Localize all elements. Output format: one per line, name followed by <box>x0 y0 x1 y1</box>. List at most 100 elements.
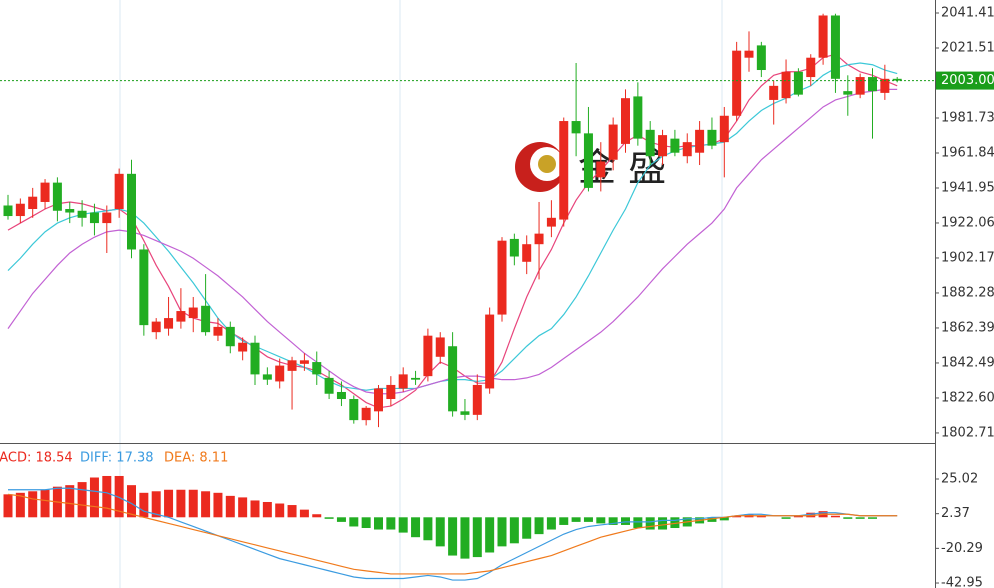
candle-body <box>559 121 569 220</box>
macd-bar <box>15 492 25 518</box>
macd-bar <box>719 517 729 521</box>
candle-body <box>361 407 371 421</box>
legend-item: DIFF: 17.38 <box>80 451 154 466</box>
candle-body <box>645 129 655 157</box>
macd-bar <box>201 491 211 518</box>
candle-body <box>250 342 260 375</box>
candle-body <box>324 377 334 394</box>
macd-bar <box>40 489 50 518</box>
candle-body <box>880 78 890 93</box>
legend-item: DEA: 8.11 <box>164 451 228 466</box>
y-tick-label: 1822.60 <box>941 390 994 405</box>
candle-body <box>336 391 346 400</box>
candle-body <box>164 318 174 329</box>
macd-bar <box>151 491 161 518</box>
candle-body <box>77 210 87 218</box>
y-tick-label: 25.02 <box>941 472 978 487</box>
candle-body <box>695 129 705 153</box>
macd-bar <box>497 517 507 547</box>
macd-bar <box>534 517 544 535</box>
macd-bar <box>645 517 655 530</box>
macd-bar <box>3 494 13 518</box>
macd-bar <box>336 517 346 522</box>
y-tick-label: 2021.51 <box>941 41 994 56</box>
y-tick-label: 1842.49 <box>941 355 994 370</box>
macd-bar <box>472 517 482 558</box>
macd-bar <box>275 503 285 518</box>
y-tick-label: 2.37 <box>941 506 970 521</box>
candle-body <box>633 96 643 139</box>
macd-bar <box>411 517 421 538</box>
macd-bar <box>793 515 803 518</box>
candle-body <box>28 196 38 210</box>
candle-body <box>225 326 235 347</box>
macd-bar <box>164 489 174 518</box>
candle-body <box>497 240 507 315</box>
macd-bar <box>213 492 223 518</box>
candle-body <box>102 212 112 224</box>
indicator-line <box>8 487 898 581</box>
candle-body <box>435 337 445 357</box>
candle-body <box>855 77 865 95</box>
macd-bar <box>571 517 581 522</box>
candle-body <box>509 238 519 257</box>
y-tick-label: 1882.28 <box>941 285 994 300</box>
macd-bar <box>522 517 532 539</box>
candle-body <box>65 209 75 213</box>
candle-body <box>40 182 50 202</box>
candle-body <box>485 314 495 389</box>
candle-body <box>460 411 470 415</box>
macd-bar <box>546 517 556 530</box>
y-tick-label: 1922.06 <box>941 215 994 230</box>
macd-bar <box>830 515 840 518</box>
candle-body <box>3 205 13 217</box>
candle-body <box>719 115 729 143</box>
candle-body <box>806 57 816 78</box>
macd-bar <box>324 517 334 519</box>
macd-bar <box>65 485 75 518</box>
candle-body <box>583 133 593 188</box>
macd-bar <box>176 489 186 518</box>
candle-body <box>682 142 692 157</box>
macd-bar <box>398 517 408 533</box>
macd-bar <box>621 517 630 525</box>
logo <box>515 142 565 192</box>
macd-bar <box>188 489 198 518</box>
candle-body <box>596 161 606 178</box>
y-tick-label: -20.29 <box>941 541 983 556</box>
candle-body <box>262 374 272 380</box>
macd-bar <box>238 497 248 518</box>
y-tick-label: -42.95 <box>941 576 983 588</box>
candle-body <box>472 384 482 415</box>
candle-body <box>398 374 408 389</box>
macd-bar <box>806 512 816 518</box>
candle-body <box>386 384 396 400</box>
candle-body <box>15 203 25 217</box>
macd-bar <box>658 517 668 530</box>
candle-body <box>411 377 421 380</box>
macd-bar <box>89 477 99 518</box>
macd-bar <box>608 517 618 525</box>
macd-bar <box>312 514 322 518</box>
macd-bar <box>756 515 766 518</box>
candle-body <box>188 307 198 319</box>
macd-bar <box>102 475 112 518</box>
macd-bar <box>670 517 680 529</box>
macd-bar <box>225 495 235 518</box>
last-price-box <box>936 71 994 90</box>
candle-body <box>868 77 877 92</box>
macd-bar <box>127 485 136 518</box>
y-tick-label: 1902.17 <box>941 250 994 265</box>
candle-body <box>658 135 668 157</box>
candle-body <box>213 326 223 336</box>
candle-body <box>114 173 124 210</box>
macd-bar <box>707 517 717 522</box>
candle-body <box>670 138 680 153</box>
candle-body <box>830 15 840 79</box>
macd-bar <box>349 517 359 527</box>
y-tick-label: 1981.73 <box>941 110 994 125</box>
macd-bar <box>262 501 272 518</box>
macd-bar <box>423 517 433 541</box>
candle-body <box>238 342 248 352</box>
candle-body <box>139 249 149 326</box>
